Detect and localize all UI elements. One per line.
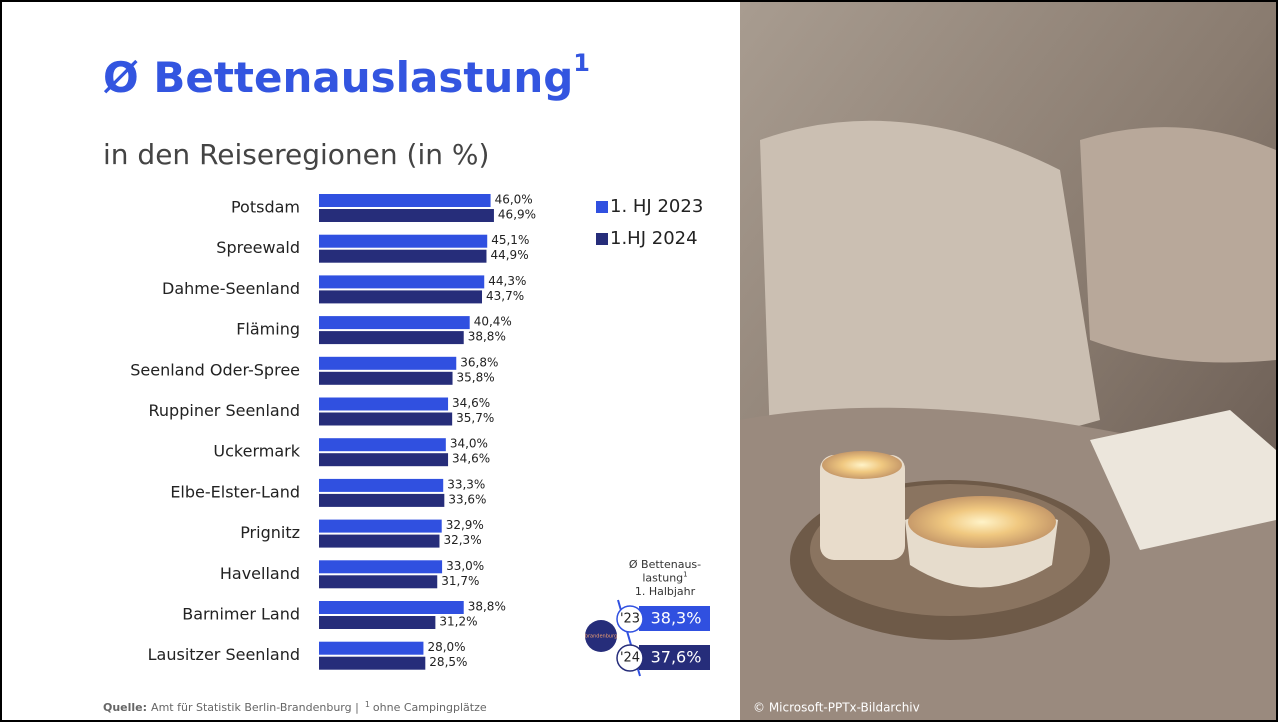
category-label: Spreewald xyxy=(216,238,300,257)
page: Ø Bettenauslastung1 in den Reiseregionen… xyxy=(0,0,1278,722)
bar xyxy=(319,413,452,426)
bar xyxy=(319,601,464,614)
badge-heading-line: Ø Bettenaus- xyxy=(629,558,701,571)
value-label: 32,9% xyxy=(446,518,484,532)
bar xyxy=(319,560,442,573)
title: Ø Bettenauslastung1 xyxy=(103,49,590,102)
source-note: ohne Campingplätze xyxy=(373,701,487,714)
category-label: Lausitzer Seenland xyxy=(148,645,300,664)
badge-heading-line: 1. Halbjahr xyxy=(635,585,696,598)
photo xyxy=(740,2,1276,720)
bar xyxy=(319,275,484,288)
category-label: Uckermark xyxy=(213,442,300,461)
bar xyxy=(319,316,470,329)
value-label: 28,0% xyxy=(427,640,465,654)
badge-year: '24 xyxy=(620,651,640,666)
bar xyxy=(319,535,439,548)
bar xyxy=(319,290,482,303)
category-label: Elbe-Elster-Land xyxy=(170,482,300,501)
bar xyxy=(319,331,464,344)
value-label: 35,7% xyxy=(456,411,494,425)
value-label: 31,2% xyxy=(439,615,477,629)
legend-swatch xyxy=(596,201,608,213)
bar xyxy=(319,494,444,507)
title-text: Ø Bettenauslastung xyxy=(103,53,573,102)
category-label: Fläming xyxy=(236,320,300,339)
category-label: Barnimer Land xyxy=(182,605,300,624)
logo-text: brandenburg xyxy=(585,634,617,640)
title-sup: 1 xyxy=(573,49,590,77)
value-label: 34,0% xyxy=(450,437,488,451)
value-label: 36,8% xyxy=(460,355,498,369)
value-label: 34,6% xyxy=(452,452,490,466)
value-label: 33,3% xyxy=(447,477,485,491)
bar xyxy=(319,575,437,588)
bar xyxy=(319,479,443,492)
bar xyxy=(319,438,446,451)
source-sup: 1 xyxy=(365,700,370,709)
bar xyxy=(319,194,491,207)
badge-heading: 1. Halbjahr xyxy=(635,585,696,598)
legend-swatch xyxy=(596,233,608,245)
bar xyxy=(319,657,425,670)
value-label: 31,7% xyxy=(441,574,479,588)
subtitle: in den Reiseregionen (in %) xyxy=(103,138,489,171)
photo-credit: © Microsoft-PPTx-Bildarchiv xyxy=(753,701,920,715)
bar xyxy=(319,616,435,629)
slide: Ø Bettenauslastung1 in den Reiseregionen… xyxy=(0,0,1278,722)
value-label: 38,8% xyxy=(468,600,506,614)
value-label: 35,8% xyxy=(457,370,495,384)
bar xyxy=(319,235,487,248)
legend-label: 1.HJ 2024 xyxy=(610,228,698,249)
bar xyxy=(319,642,423,655)
category-label: Dahme-Seenland xyxy=(162,279,300,298)
bar xyxy=(319,372,453,385)
value-label: 45,1% xyxy=(491,233,529,247)
value-label: 40,4% xyxy=(474,315,512,329)
value-label: 46,0% xyxy=(495,193,533,207)
badge-year: '23 xyxy=(620,612,640,627)
category-label: Prignitz xyxy=(240,523,300,542)
bar xyxy=(319,520,442,533)
bar xyxy=(319,250,486,263)
bar xyxy=(319,398,448,411)
source: Quelle: Amt für Statistik Berlin-Brandenb… xyxy=(103,700,487,715)
value-label: 46,9% xyxy=(498,208,536,222)
badge-heading-line: lastung xyxy=(642,572,683,585)
bar xyxy=(319,357,456,370)
value-label: 43,7% xyxy=(486,289,524,303)
category-label: Ruppiner Seenland xyxy=(149,401,300,420)
badge-value: 37,6% xyxy=(651,648,702,667)
value-label: 38,8% xyxy=(468,330,506,344)
badge-value: 38,3% xyxy=(651,609,702,628)
legend-label: 1. HJ 2023 xyxy=(610,196,703,217)
value-label: 32,3% xyxy=(443,533,481,547)
badge-heading: Ø Bettenaus- xyxy=(629,558,701,571)
source-label: Quelle: xyxy=(103,701,147,714)
category-label: Havelland xyxy=(220,564,300,583)
source-text: Amt für Statistik Berlin-Brandenburg | xyxy=(151,701,359,714)
value-label: 33,6% xyxy=(448,492,486,506)
value-label: 44,9% xyxy=(490,248,528,262)
value-label: 44,3% xyxy=(488,274,526,288)
value-label: 33,0% xyxy=(446,559,484,573)
category-label: Seenland Oder-Spree xyxy=(130,360,300,379)
bar xyxy=(319,453,448,466)
value-label: 34,6% xyxy=(452,396,490,410)
value-label: 28,5% xyxy=(429,655,467,669)
badge-sup: 1 xyxy=(683,571,687,579)
category-label: Potsdam xyxy=(231,198,300,217)
bar xyxy=(319,209,494,222)
badge-heading: lastung1 xyxy=(642,571,687,585)
